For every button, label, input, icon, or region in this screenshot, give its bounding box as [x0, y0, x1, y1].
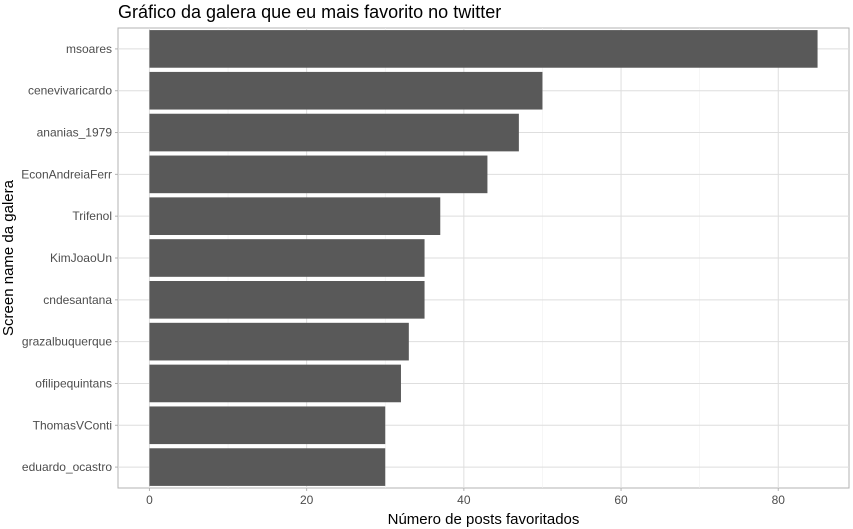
bar	[149, 30, 818, 68]
x-tick-label: 60	[614, 493, 628, 507]
x-axis-title: Número de posts favoritados	[388, 511, 580, 528]
x-tick-label: 80	[772, 493, 786, 507]
y-tick-label: EconAndreiaFerr	[21, 167, 112, 181]
chart-title: Gráfico da galera que eu mais favorito n…	[118, 2, 502, 22]
bar	[149, 197, 441, 235]
bar	[149, 113, 519, 152]
bar	[149, 322, 409, 361]
y-axis-ticks: msoares cenevivaricardo ananias_1979 EconAn…	[21, 42, 118, 474]
x-tick-label: 40	[457, 493, 471, 507]
bar	[149, 281, 425, 319]
bar	[149, 448, 386, 486]
y-tick-label: msoares	[66, 42, 112, 56]
y-tick-label: KimJoaoUn	[50, 251, 112, 265]
bar	[149, 71, 543, 110]
bar	[149, 364, 401, 403]
y-axis-title: Screen name da galera	[0, 179, 17, 336]
y-tick-label: cndesantana	[43, 293, 112, 307]
bar	[149, 155, 488, 194]
x-tick-label: 20	[300, 493, 314, 507]
y-tick-label: cenevivaricardo	[28, 84, 112, 98]
y-tick-label: grazalbuquerque	[22, 335, 112, 349]
y-tick-label: Trifenol	[72, 209, 112, 223]
y-tick-label: eduardo_ocastro	[22, 460, 112, 474]
bars	[149, 30, 818, 486]
bar	[149, 239, 425, 277]
x-axis-ticks: 0 20 40 60 80	[146, 488, 785, 507]
y-tick-label: ananias_1979	[37, 126, 113, 140]
bar	[149, 406, 386, 445]
x-tick-label: 0	[146, 493, 153, 507]
y-tick-label: ThomasVConti	[33, 418, 112, 432]
y-tick-label: ofilipequintans	[35, 376, 112, 390]
